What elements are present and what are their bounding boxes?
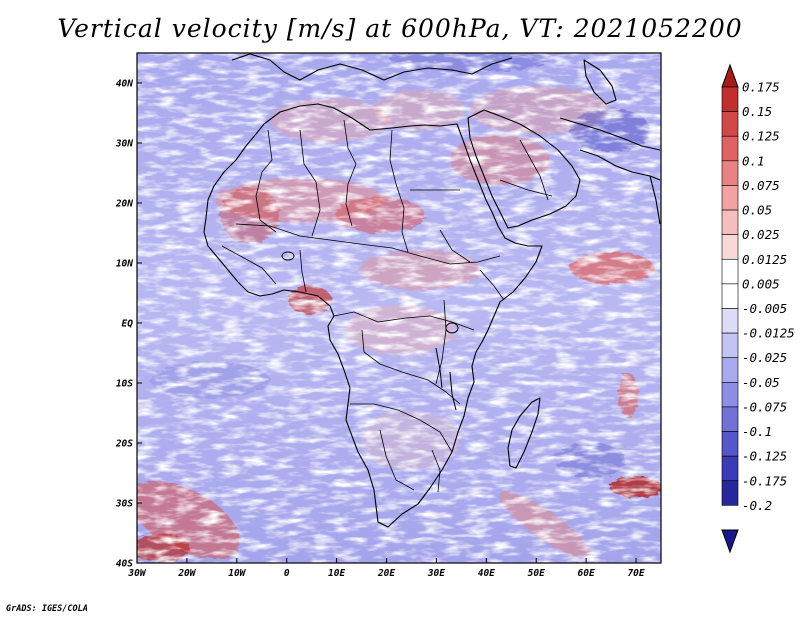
colorbar-segment bbox=[721, 135, 739, 162]
lon-tick-label: 10E bbox=[328, 568, 345, 579]
colorbar-label: 0.025 bbox=[742, 227, 780, 242]
colorbar-segment bbox=[721, 332, 739, 359]
colorbar-label: -0.125 bbox=[742, 449, 787, 464]
colorbar-segment bbox=[721, 308, 739, 334]
grads-credit: GrADS: IGES/COLA bbox=[6, 604, 88, 614]
plot-frame bbox=[136, 52, 662, 564]
colorbar-label: 0.1 bbox=[742, 153, 765, 168]
lon-tick-label: 50E bbox=[528, 568, 545, 579]
colorbar-label: -0.1 bbox=[742, 424, 772, 439]
colorbar-segment bbox=[721, 111, 739, 137]
colorbar-segment bbox=[721, 160, 739, 186]
lon-tick-label: 70E bbox=[627, 568, 644, 579]
lon-tick-label: 20E bbox=[377, 568, 395, 579]
colorbar-label: 0.0125 bbox=[742, 252, 787, 267]
lon-tick-label: 40E bbox=[478, 568, 495, 579]
colorbar-segment bbox=[721, 185, 739, 211]
lat-tick-label: 40S bbox=[116, 559, 133, 570]
lon-tick-label: 60E bbox=[578, 568, 595, 579]
colorbar-segment bbox=[721, 234, 739, 260]
colorbar-segment bbox=[721, 86, 739, 112]
lakes bbox=[281, 251, 459, 411]
lat-tick-label: EQ bbox=[122, 319, 134, 330]
lat-tick-label: 20S bbox=[115, 439, 133, 450]
colorbar-label: -0.0125 bbox=[742, 326, 795, 341]
lat-tick-label: 20N bbox=[115, 199, 133, 210]
lat-tick-label: 10N bbox=[116, 259, 133, 270]
colorbar-label: 0.15 bbox=[742, 104, 772, 119]
lat-tick-label: 40N bbox=[116, 79, 133, 90]
lon-axis: 30W 20W 10W 0 10E 20E 30E 40E 50E 60E 70E bbox=[127, 558, 645, 579]
lat-axis: 40N 30N 20N 10N EQ 10S 20S 30S 40S bbox=[115, 79, 142, 570]
colorbar-segment bbox=[721, 283, 739, 309]
lat-tick-label: 10S bbox=[116, 379, 133, 390]
colorbar-segment bbox=[721, 209, 739, 235]
colorbar-label: -0.075 bbox=[742, 399, 787, 414]
lon-tick-label: 30E bbox=[427, 568, 445, 579]
colorbar-segment bbox=[721, 382, 739, 408]
colorbar: 0.175 0.15 0.125 0.1 0.075 0.05 0.025 0.0125 0.0… bbox=[721, 63, 795, 554]
lat-tick-label: 30N bbox=[115, 139, 133, 150]
lon-tick-label: 10W bbox=[228, 568, 246, 579]
colorbar-segment bbox=[721, 431, 739, 457]
colorbar-min-arrow bbox=[721, 529, 739, 554]
coastlines bbox=[203, 53, 661, 528]
colorbar-label: 0.125 bbox=[742, 129, 780, 144]
vertical-velocity-field bbox=[137, 53, 661, 563]
colorbar-label: 0.005 bbox=[742, 276, 780, 291]
colorbar-segment bbox=[721, 357, 739, 383]
colorbar-segment bbox=[721, 258, 739, 285]
colorbar-label: -0.05 bbox=[742, 375, 780, 390]
colorbar-segment bbox=[721, 480, 739, 506]
lon-tick-label: 30W bbox=[127, 568, 146, 579]
lat-tick-label: 30S bbox=[115, 499, 133, 510]
colorbar-label: -0.2 bbox=[742, 498, 772, 513]
colorbar-label: 0.05 bbox=[742, 203, 772, 218]
country-borders bbox=[221, 119, 553, 493]
colorbar-label: -0.175 bbox=[742, 473, 787, 488]
colorbar-label: 0.175 bbox=[742, 80, 780, 95]
colorbar-segment bbox=[721, 455, 739, 482]
colorbar-label: 0.075 bbox=[742, 178, 780, 193]
colorbar-label: -0.025 bbox=[742, 350, 787, 365]
lon-tick-label: 0 bbox=[284, 568, 290, 579]
lon-tick-label: 20W bbox=[177, 568, 196, 579]
colorbar-segment bbox=[721, 406, 739, 432]
map-title: Vertical velocity [m/s] at 600hPa, VT: 2… bbox=[57, 14, 743, 43]
colorbar-label: -0.005 bbox=[742, 301, 787, 316]
colorbar-max-arrow bbox=[721, 63, 739, 88]
